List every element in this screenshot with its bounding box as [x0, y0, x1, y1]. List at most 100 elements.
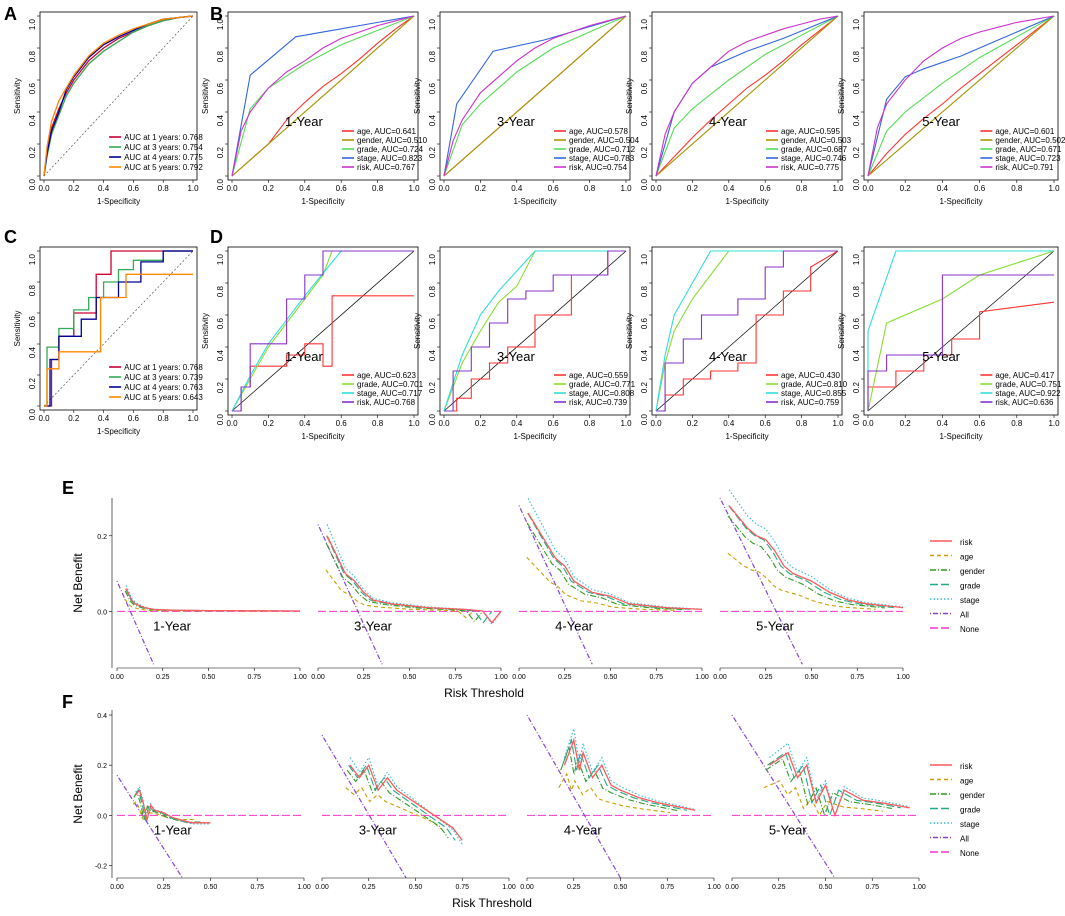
legend-label: gender	[960, 567, 985, 576]
y-tick-label: 0.4	[640, 349, 649, 361]
legend-label: stage, AUC=0.723	[995, 154, 1061, 163]
comparison-curve-1	[526, 522, 684, 611]
series-line-1	[867, 15, 1055, 177]
x-tick-label: 0.4	[299, 184, 311, 193]
panel-label-b: B	[210, 4, 223, 24]
roc-chart-d5: 0.00.0 0.2 0.2 0.4 0.4 0.6 0.6 0.8 0.8 1.0 1.0 1-Sp…	[837, 246, 1062, 441]
x-tick-label: 0.6	[128, 184, 140, 193]
legend-label: gender, AUC=0.504	[569, 136, 640, 145]
legend-label: stage, AUC=0.808	[569, 389, 635, 398]
y-tick-label: 0.4	[852, 349, 861, 361]
diagonal-reference	[43, 15, 194, 177]
x-axis-label: 1-Specificity	[939, 432, 982, 441]
plot-frame	[651, 11, 843, 181]
y-axis-label: Sensitivity	[837, 313, 846, 349]
dca-panel-2: 4-Year 0.00 0.25 0.50 0.75 1.00	[520, 714, 721, 891]
roc-chart-b3: 0.00.0 0.2 0.2 0.4 0.4 0.6 0.6 0.8 0.8 1.0 1.0 1-Sp…	[413, 11, 640, 206]
x-tick-label: 0.8	[796, 184, 808, 193]
y-tick-label: 0.8	[640, 50, 649, 62]
panel-title: 3-Year	[354, 618, 392, 633]
panel-label-d: D	[210, 227, 223, 247]
legend-label: stage	[960, 820, 980, 829]
y-tick-label: 0.0	[852, 413, 861, 425]
risk-curve	[728, 505, 904, 609]
legend-label: risk, AUC=0.775	[781, 163, 840, 172]
roc-chart-d3: 0.00.0 0.2 0.2 0.4 0.4 0.6 0.6 0.8 0.8 1.0 1.0 1-Sp…	[413, 246, 636, 441]
series-line-3	[444, 250, 626, 412]
chart-title: 1-Year	[285, 114, 323, 129]
all-line	[526, 714, 622, 879]
y-tick-label: 0.0	[28, 408, 37, 420]
series-line-1	[231, 250, 414, 412]
comparison-curve-3	[125, 585, 301, 612]
comparison-curve-1	[325, 543, 484, 623]
y-tick-label: 1.0	[640, 253, 649, 265]
legend-label: age, AUC=0.559	[569, 371, 628, 380]
x-tick-label: 1.0	[187, 414, 199, 423]
x-axis-label: 1-Specificity	[513, 432, 556, 441]
y-axis-label: Sensitivity	[201, 78, 210, 114]
x-axis-label: 1-Specificity	[725, 197, 768, 206]
series-line-1	[443, 15, 627, 177]
series-line-0	[655, 15, 839, 177]
x-tick-label: 0.2	[68, 184, 80, 193]
x-tick-label: 0.00	[315, 884, 329, 891]
x-tick-label: 0.6	[336, 419, 348, 428]
comparison-curve-2	[561, 737, 688, 811]
y-tick-label: 1.0	[216, 253, 225, 265]
x-tick-label: 0.4	[937, 184, 949, 193]
y-tick-label: -0.2	[95, 863, 107, 870]
series-line-4	[867, 15, 1055, 177]
charts-layer: 0.0 0.0 0.2 0.2 0.4 0.4 0.6 0.6 0.8 0.8 1.0 1.0 1-Sp…	[13, 11, 1065, 910]
chart-title: 5-Year	[922, 114, 960, 129]
comparison-curve-0	[325, 569, 474, 619]
legend-label: All	[960, 835, 969, 844]
x-tick-label: 0.8	[584, 184, 596, 193]
series-line-3	[867, 15, 1055, 177]
risk-curve	[769, 751, 910, 818]
all-line	[116, 774, 183, 879]
x-tick-label: 0.8	[158, 184, 170, 193]
legend-label: AUC at 5 years: 0.792	[124, 163, 203, 172]
x-axis-label: 1-Specificity	[301, 197, 344, 206]
comparison-curve-3	[349, 756, 463, 845]
y-axis-label: Sensitivity	[13, 78, 22, 114]
y-tick-label: 1.0	[216, 18, 225, 30]
series-line-2	[231, 15, 415, 177]
y-tick-label: 1.0	[852, 18, 861, 30]
x-tick-label: 1.00	[912, 884, 926, 891]
roc-chart-b4: 0.00.0 0.2 0.2 0.4 0.4 0.6 0.6 0.8 0.8 1.0 1.0 1-Sp…	[625, 11, 852, 206]
y-tick-label: 0.4	[852, 114, 861, 126]
panel-label-f: F	[62, 692, 73, 712]
legend-label: age, AUC=0.601	[995, 127, 1054, 136]
y-tick-label: 0.6	[216, 317, 225, 329]
x-tick-label: 0.4	[98, 184, 110, 193]
plot-frame	[439, 246, 631, 416]
dca-panel-1: 3-Year 0.00 0.25 0.50 0.75 1.00	[311, 524, 508, 681]
y-tick-label: 0.0	[216, 178, 225, 190]
y-tick-label: 0.2	[640, 146, 649, 158]
y-tick-label: 1.0	[28, 253, 37, 265]
plot-frame	[227, 246, 419, 416]
series-line-3	[656, 250, 838, 412]
roc-chart-c: 0.00.0 0.2 0.2 0.4 0.4 0.6 0.6 0.8 0.8 1.0 1.0 1-Sp…	[13, 246, 203, 436]
legend-label: AUC at 4 years: 0.775	[124, 153, 203, 162]
y-tick-label: 0.0	[428, 178, 437, 190]
x-tick-label: 0.50	[409, 884, 423, 891]
y-tick-label: 0.2	[97, 763, 107, 770]
y-tick-label: 0.8	[428, 285, 437, 297]
legend-label: risk, AUC=0.754	[569, 163, 628, 172]
x-tick-label: 1.0	[832, 184, 844, 193]
y-tick-label: 0.6	[640, 317, 649, 329]
y-axis-label: Sensitivity	[413, 313, 422, 349]
legend-label: age	[960, 777, 974, 786]
risk-curve	[135, 788, 211, 824]
x-tick-label: 0.6	[760, 184, 772, 193]
x-tick-label: 1.0	[620, 419, 632, 428]
y-tick-label: 0.4	[640, 114, 649, 126]
x-tick-label: 0.75	[649, 674, 663, 681]
x-tick-label: 0.0	[650, 184, 662, 193]
y-tick-label: 1.0	[428, 253, 437, 265]
x-tick-label: 1.0	[620, 184, 632, 193]
